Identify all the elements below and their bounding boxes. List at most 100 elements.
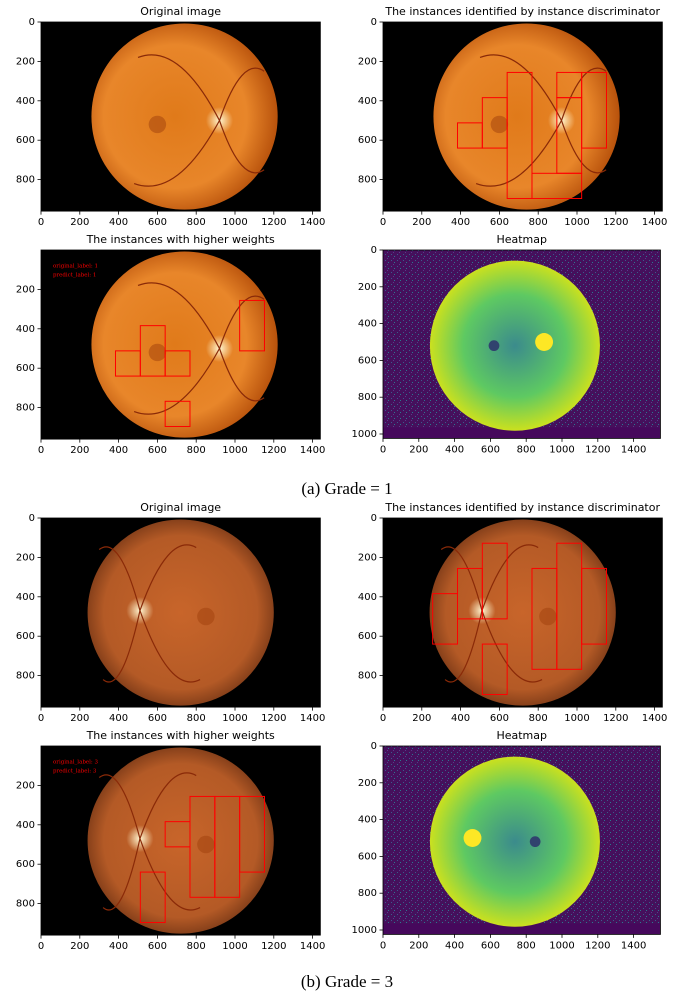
y-tick-label: 0 (29, 513, 35, 524)
x-tick-label: 1200 (585, 444, 610, 455)
y-tick-label: 200 (16, 552, 35, 563)
y-tick-label: 200 (358, 778, 377, 789)
x-tick-label: 200 (70, 445, 89, 456)
y-tick-label: 600 (16, 859, 35, 870)
fundus (88, 519, 274, 705)
panel-title: The instances with higher weights (86, 729, 275, 742)
annotation: original_label: 1 (53, 264, 98, 270)
x-tick-label: 400 (109, 217, 128, 228)
y-tick-label: 0 (371, 245, 377, 256)
y-tick-label: 1000 (352, 925, 377, 936)
x-tick-label: 600 (148, 713, 167, 724)
x-tick-label: 800 (529, 217, 548, 228)
image (41, 518, 320, 707)
image (41, 22, 320, 211)
y-tick-label: 0 (371, 741, 377, 752)
x-tick-label: 1400 (621, 940, 646, 951)
fovea (197, 608, 214, 625)
x-tick-label: 1200 (261, 217, 286, 228)
y-tick-label: 600 (16, 363, 35, 374)
x-tick-label: 0 (38, 713, 44, 724)
heatmap-fovea (530, 836, 541, 847)
x-tick-label: 1200 (261, 713, 286, 724)
y-tick-label: 800 (358, 888, 377, 899)
x-tick-label: 800 (187, 941, 206, 952)
y-tick-label: 200 (16, 284, 35, 295)
x-tick-label: 1400 (300, 713, 325, 724)
y-tick-label: 0 (371, 17, 377, 28)
x-tick-label: 200 (70, 713, 89, 724)
x-tick-label: 1000 (549, 940, 574, 951)
image (383, 22, 662, 211)
x-tick-label: 200 (70, 941, 89, 952)
x-tick-label: 800 (529, 713, 548, 724)
x-tick-label: 1200 (261, 941, 286, 952)
heatmap-disc (535, 333, 553, 351)
y-tick-label: 400 (16, 820, 35, 831)
figure: (a) Grade = 1 (b) Grade = 3 Original ima… (0, 0, 694, 995)
x-tick-label: 400 (445, 444, 464, 455)
fundus (91, 251, 277, 437)
x-tick-label: 600 (148, 445, 167, 456)
x-tick-label: 0 (380, 444, 386, 455)
fundus (433, 23, 619, 209)
x-tick-label: 200 (409, 940, 428, 951)
x-tick-label: 200 (412, 217, 431, 228)
x-tick-label: 0 (380, 713, 386, 724)
heatmap-fundus (430, 261, 600, 431)
y-tick-label: 1000 (352, 429, 377, 440)
caption: (b) Grade = 3 (301, 972, 393, 991)
y-tick-label: 400 (16, 324, 35, 335)
fundus (88, 747, 274, 933)
fovea (149, 344, 166, 361)
panel-title: Heatmap (496, 233, 547, 246)
x-tick-label: 800 (187, 713, 206, 724)
x-tick-label: 1000 (222, 713, 247, 724)
x-tick-label: 400 (445, 940, 464, 951)
y-tick-label: 800 (16, 671, 35, 682)
panel-title: Heatmap (496, 729, 547, 742)
annotation: predict_label: 1 (53, 273, 96, 279)
x-tick-label: 1000 (564, 713, 589, 724)
x-tick-label: 200 (412, 713, 431, 724)
y-tick-label: 600 (358, 631, 377, 642)
x-tick-label: 1400 (300, 941, 325, 952)
x-tick-label: 400 (451, 713, 470, 724)
fovea (491, 116, 508, 133)
y-tick-label: 200 (358, 56, 377, 67)
x-tick-label: 1000 (222, 217, 247, 228)
y-tick-label: 0 (371, 513, 377, 524)
y-tick-label: 800 (16, 403, 35, 414)
fovea (149, 116, 166, 133)
y-tick-label: 400 (16, 96, 35, 107)
x-tick-label: 200 (70, 217, 89, 228)
y-tick-label: 0 (29, 17, 35, 28)
y-tick-label: 800 (358, 671, 377, 682)
image-content (383, 518, 662, 707)
image (383, 250, 660, 438)
image (383, 518, 662, 707)
x-tick-label: 400 (451, 217, 470, 228)
annotation: original_label: 3 (53, 760, 98, 766)
x-tick-label: 1200 (603, 217, 628, 228)
y-tick-label: 600 (16, 135, 35, 146)
x-tick-label: 600 (481, 444, 500, 455)
image-content (383, 746, 660, 934)
x-tick-label: 0 (380, 217, 386, 228)
image-content (41, 518, 320, 707)
y-tick-label: 400 (16, 592, 35, 603)
image-content (383, 22, 662, 211)
x-tick-label: 400 (109, 713, 128, 724)
page: (a) Grade = 1 (b) Grade = 3 Original ima… (0, 0, 694, 995)
x-tick-label: 600 (481, 940, 500, 951)
panel-title: The instances identified by instance dis… (384, 5, 660, 18)
y-tick-label: 400 (358, 815, 377, 826)
image-content (383, 250, 660, 438)
x-tick-label: 1000 (222, 445, 247, 456)
x-tick-label: 1000 (222, 941, 247, 952)
y-tick-label: 800 (16, 175, 35, 186)
fovea (197, 836, 214, 853)
annotation: predict_label: 3 (53, 769, 97, 775)
x-tick-label: 1200 (603, 713, 628, 724)
caption: (a) Grade = 1 (301, 479, 392, 498)
